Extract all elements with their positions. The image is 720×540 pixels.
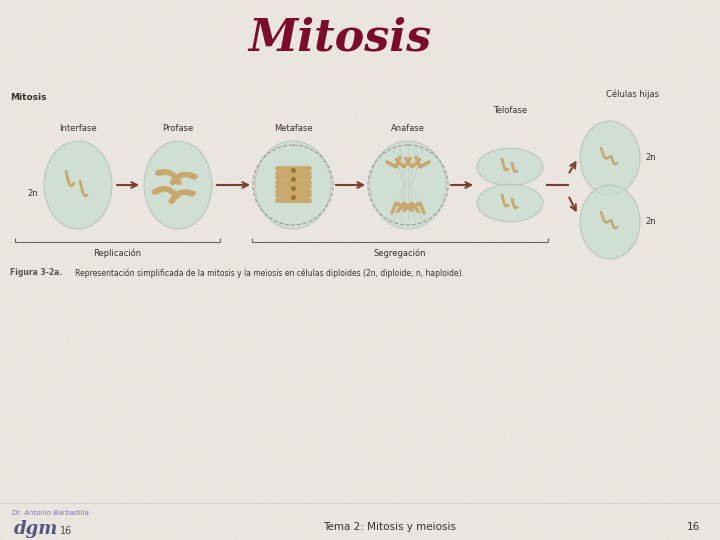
Text: Figura 3-2a.: Figura 3-2a. <box>10 268 62 277</box>
Text: dgm: dgm <box>14 520 58 538</box>
Text: Anafase: Anafase <box>391 124 425 133</box>
Text: 2n: 2n <box>645 218 656 226</box>
Text: Segregación: Segregación <box>374 248 426 258</box>
Ellipse shape <box>144 141 212 229</box>
Text: Dr. Antonio Barbadilla: Dr. Antonio Barbadilla <box>12 510 89 516</box>
Text: 16: 16 <box>60 526 72 536</box>
Text: Mitosis: Mitosis <box>248 17 431 59</box>
Ellipse shape <box>477 184 543 222</box>
Ellipse shape <box>580 185 640 259</box>
Text: Metafase: Metafase <box>274 124 312 133</box>
Text: Profase: Profase <box>163 124 194 133</box>
Ellipse shape <box>477 148 543 186</box>
Text: Telofase: Telofase <box>493 106 527 115</box>
Ellipse shape <box>370 141 446 229</box>
Text: Células hijas: Células hijas <box>606 90 659 99</box>
Text: Representación simplificada de la mitosis y la meiosis en células diploides (2n,: Representación simplificada de la mitosi… <box>68 268 464 278</box>
Ellipse shape <box>255 141 331 229</box>
Text: Replicación: Replicación <box>94 248 142 258</box>
Text: Mitosis: Mitosis <box>10 93 47 103</box>
Text: 2n: 2n <box>645 153 656 163</box>
Ellipse shape <box>580 121 640 195</box>
Text: Interfase: Interfase <box>59 124 96 133</box>
Text: Tema 2: Mitosis y meiosis: Tema 2: Mitosis y meiosis <box>323 522 456 532</box>
Ellipse shape <box>44 141 112 229</box>
Text: 16: 16 <box>687 522 700 532</box>
Text: 2n: 2n <box>27 188 38 198</box>
